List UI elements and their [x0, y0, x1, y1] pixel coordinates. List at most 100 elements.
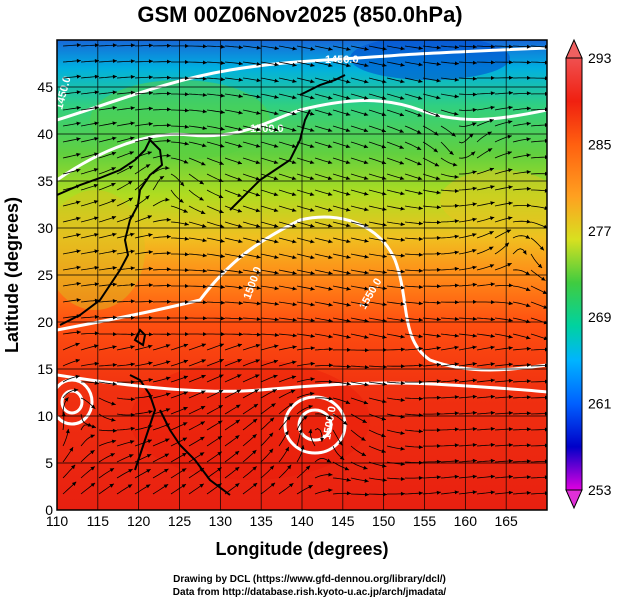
streamline-arrowhead [237, 359, 242, 363]
streamline-arrowhead [400, 62, 405, 67]
streamline-arrowhead [543, 336, 547, 341]
streamline-arrowhead [338, 441, 343, 446]
streamline-arrowhead [363, 465, 368, 470]
streamline-arrowhead [200, 210, 206, 214]
streamline-arrowhead [131, 315, 135, 320]
streamline-arrowhead [346, 270, 351, 275]
streamline-arrowhead [435, 176, 441, 181]
streamline-arrowhead [94, 314, 99, 319]
streamline-arrowhead [148, 59, 153, 64]
streamline-arrowhead [346, 79, 351, 84]
colorbar-tick-label: 277 [588, 223, 612, 239]
streamline-arrowhead [255, 192, 261, 197]
streamline-arrowhead [363, 95, 369, 100]
streamline-arrowhead [399, 176, 405, 180]
streamline-arrowhead [473, 299, 477, 304]
streamline-arrowhead [237, 193, 242, 197]
streamline-arrowhead [472, 108, 477, 112]
streamline-arrowhead [327, 415, 332, 420]
streamline-arrowhead [364, 335, 369, 339]
streamline-arrowhead [164, 468, 169, 473]
streamline-arrowhead [364, 270, 369, 275]
streamline-arrowhead [91, 404, 96, 409]
page-title: GSM 00Z06Nov2025 (850.0hPa) [137, 2, 463, 27]
streamline-arrowhead [328, 95, 333, 100]
streamline-arrowhead [362, 419, 367, 423]
streamline-arrowhead [417, 176, 423, 181]
streamline-arrowhead [167, 107, 171, 112]
streamline-arrowhead [220, 254, 225, 259]
latlon-grid [56, 40, 547, 511]
streamline-arrowhead [364, 238, 369, 243]
streamline-arrowhead [199, 180, 204, 185]
streamline-arrowhead [489, 118, 494, 123]
streamline-arrowhead [256, 111, 261, 115]
streamline-arrowhead [109, 468, 115, 472]
streamline-arrowhead [220, 77, 225, 82]
streamline-arrowhead [252, 450, 257, 455]
streamline-arrowhead [400, 191, 405, 196]
streamline-arrowhead [202, 253, 207, 258]
streamline-arrowhead [436, 395, 441, 400]
x-axis-label: Longitude (degrees) [215, 539, 388, 559]
streamline-arrowhead [454, 474, 459, 479]
streamline-arrowhead [436, 475, 441, 480]
streamline-arrowhead [328, 379, 333, 384]
streamline-arrowhead [238, 332, 243, 337]
streamline-arrowhead [184, 141, 189, 146]
streamline-arrowhead [327, 112, 333, 116]
streamline-arrowhead [364, 46, 369, 51]
streamline-arrowhead [274, 62, 279, 67]
streamline-arrowhead [543, 320, 547, 325]
streamline-arrowhead [202, 126, 207, 130]
streamline-arrowhead [418, 268, 423, 273]
streamline-arrowhead [436, 428, 441, 433]
streamline-arrowhead [148, 361, 153, 366]
streamline-arrowhead [130, 121, 135, 126]
streamline-arrowhead [201, 223, 207, 228]
streamline-arrowhead [164, 453, 169, 458]
streamline-arrowhead [256, 317, 261, 321]
streamline-arrowhead [185, 284, 189, 288]
streamline-arrowhead [238, 316, 243, 321]
x-tick-labels: 110 115 120 125 130 135 140 145 150 155 160 165 [46, 513, 518, 529]
streamline-arrowhead [147, 439, 152, 444]
streamline-arrowhead [252, 466, 257, 471]
streamline-arrowhead [112, 43, 117, 48]
streamline-arrowhead [418, 317, 423, 322]
streamline-arrowhead [436, 333, 441, 338]
streamline-arrowhead [112, 282, 117, 287]
streamline-arrowhead [201, 343, 206, 348]
streamline-arrowhead [238, 239, 243, 244]
streamline-arrowhead [185, 332, 189, 337]
streamline-arrowhead [436, 490, 441, 495]
streamline-arrowhead [506, 229, 512, 234]
streamline-arrowhead [454, 45, 459, 50]
streamline-arrowhead [111, 417, 116, 422]
streamline-arrowhead [345, 400, 351, 404]
streamline-arrowhead [526, 219, 531, 224]
streamline-arrowhead [91, 424, 96, 429]
streamline-arrowhead [76, 265, 81, 270]
streamline-arrowhead [130, 43, 135, 48]
streamline-arrowhead [199, 196, 204, 201]
streamline-arrowhead [112, 381, 117, 386]
streamline-arrowhead [148, 344, 153, 349]
streamline-arrowhead [129, 151, 134, 155]
streamline-arrowhead [328, 47, 333, 51]
streamline-arrowhead [112, 136, 117, 141]
streamline-arrowhead [183, 359, 189, 364]
streamline-arrowhead [454, 443, 459, 448]
streamline-arrowhead [252, 434, 257, 439]
streamline-arrowhead [508, 443, 513, 447]
streamline-arrowhead [346, 239, 351, 244]
streamline-arrowhead [454, 427, 459, 432]
streamline-arrowhead [127, 484, 133, 489]
streamline-arrowhead [309, 144, 315, 148]
streamline-arrowhead [90, 450, 95, 455]
plot-frame [56, 39, 548, 511]
streamline-arrowhead [507, 263, 512, 267]
streamline-arrowhead [167, 299, 171, 304]
streamline-arrowhead [291, 375, 297, 380]
streamline-arrowhead [436, 205, 441, 210]
